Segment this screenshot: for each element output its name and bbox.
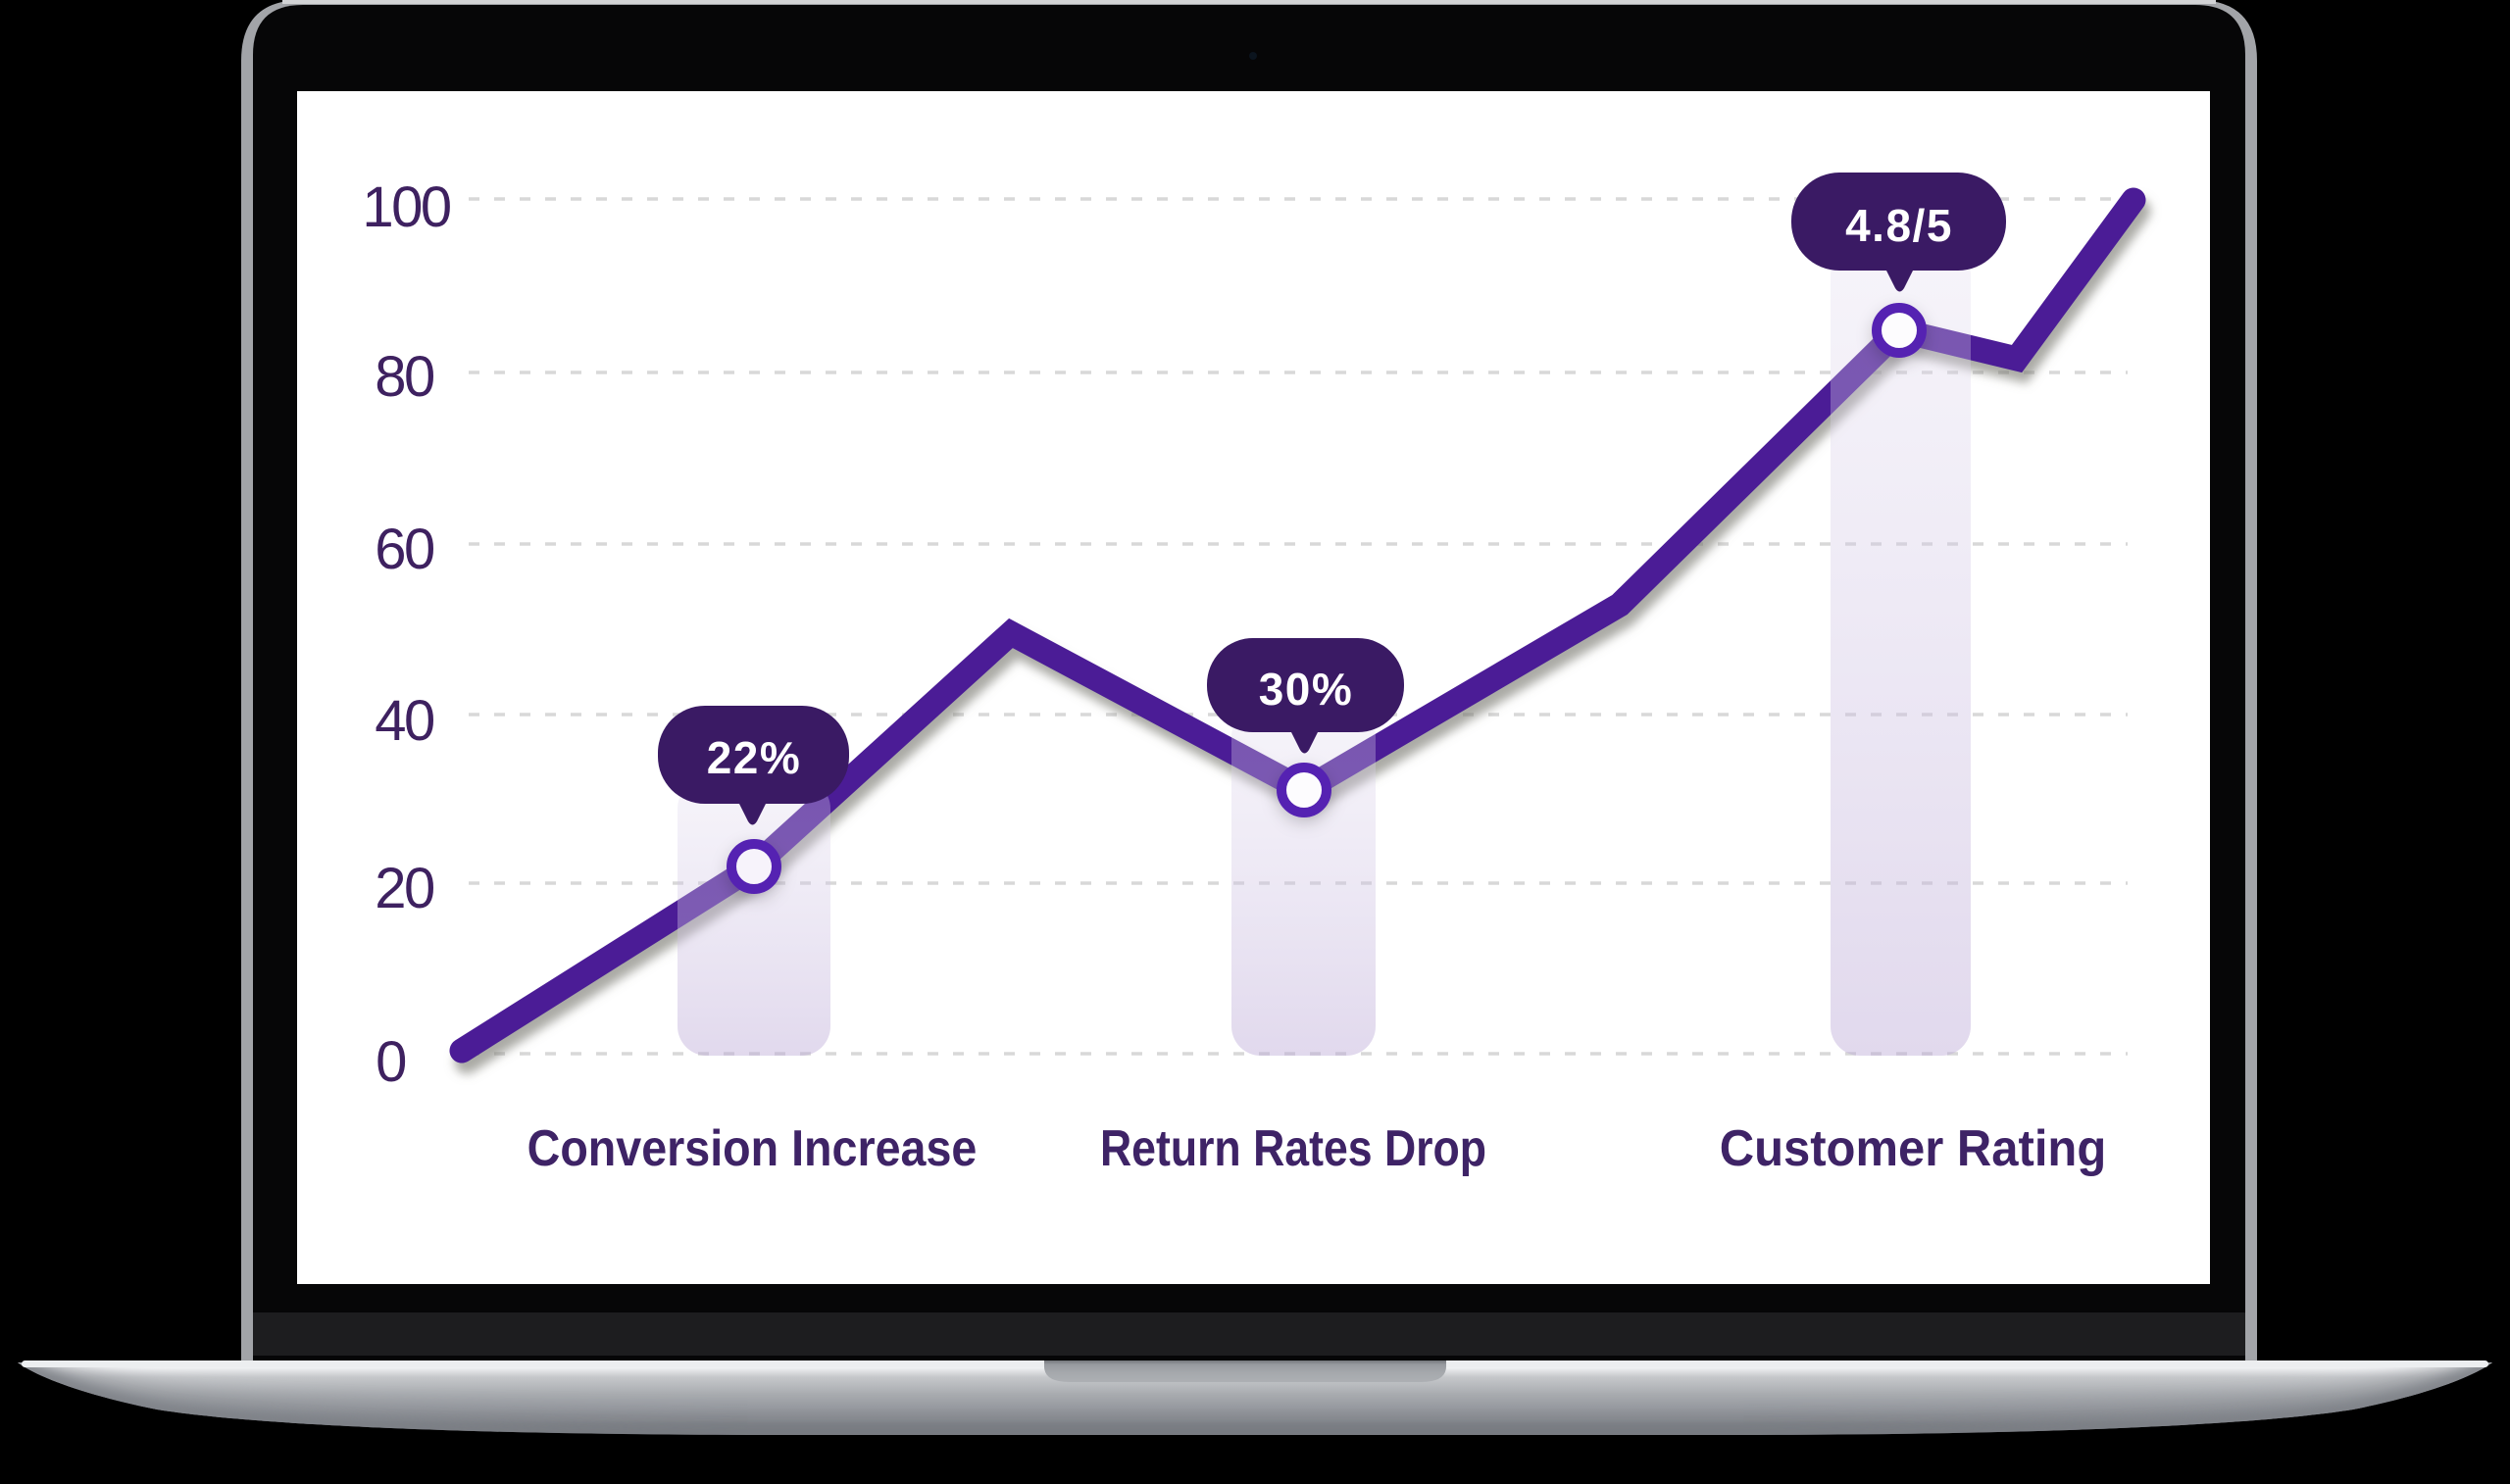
svg-text:20: 20 xyxy=(375,857,433,920)
svg-text:Customer Rating: Customer Rating xyxy=(1720,1119,2107,1177)
svg-text:Return Rates Drop: Return Rates Drop xyxy=(1100,1120,1486,1177)
svg-text:40: 40 xyxy=(375,689,433,753)
svg-text:0: 0 xyxy=(376,1030,405,1094)
svg-text:100: 100 xyxy=(362,175,450,239)
svg-text:30%: 30% xyxy=(1259,664,1354,715)
svg-text:60: 60 xyxy=(375,518,433,581)
svg-text:4.8/5: 4.8/5 xyxy=(1845,200,1953,251)
svg-text:80: 80 xyxy=(375,345,433,409)
svg-text:Conversion Increase: Conversion Increase xyxy=(527,1120,978,1177)
svg-text:22%: 22% xyxy=(707,732,802,783)
